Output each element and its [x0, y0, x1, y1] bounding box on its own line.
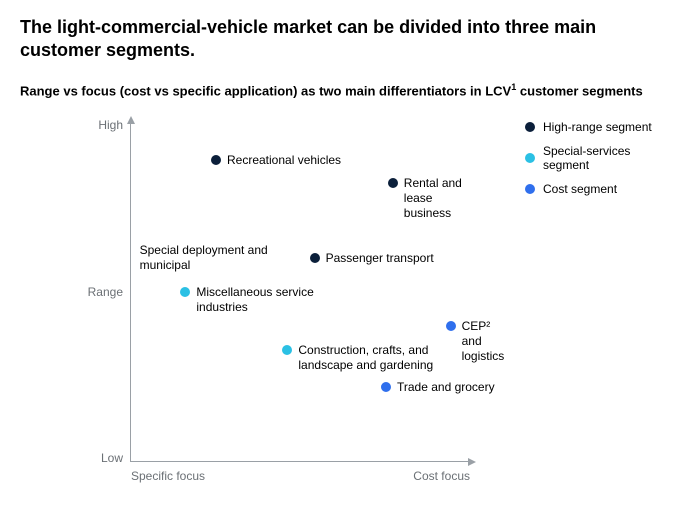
data-point-marker [282, 345, 292, 355]
data-point-label: Construction, crafts, and landscape and … [298, 343, 458, 373]
subtitle-post: customer segments [516, 83, 642, 98]
data-point: Miscellaneous service industries [180, 285, 356, 315]
x-axis-arrow-icon [468, 458, 476, 466]
subtitle-pre: Range vs focus (cost vs specific applica… [20, 83, 511, 98]
legend-marker [525, 184, 535, 194]
data-point-marker [211, 155, 221, 165]
legend-item: Cost segment [525, 182, 670, 196]
data-point-marker [388, 178, 398, 188]
page-title: The light-commercial-vehicle market can … [20, 16, 670, 63]
legend-label: High-range segment [543, 120, 652, 134]
data-point-label: Passenger transport [326, 251, 434, 266]
scatter-chart: High Range Low Specific focus Cost focus… [20, 112, 670, 492]
legend-item: Special-services segment [525, 144, 670, 172]
data-point-label: Trade and grocery [397, 380, 495, 395]
legend-label: Special-services segment [543, 144, 670, 172]
legend-item: High-range segment [525, 120, 670, 134]
legend-marker [525, 153, 535, 163]
data-point: Construction, crafts, and landscape and … [282, 343, 458, 373]
x-axis-right-label: Cost focus [413, 469, 470, 483]
data-point-label: Special deployment and municipal [140, 243, 270, 273]
data-point-marker [180, 287, 190, 297]
data-point-label: CEP² and logistics [462, 319, 505, 364]
legend-marker [525, 122, 535, 132]
data-point-marker [446, 321, 456, 331]
data-point: Passenger transport [310, 251, 434, 266]
data-point: Trade and grocery [381, 380, 495, 395]
data-point-label: Recreational vehicles [227, 153, 341, 168]
y-axis-high-label: High [98, 118, 123, 132]
data-point-marker [381, 382, 391, 392]
data-point-marker [310, 253, 320, 263]
data-point: Rental and lease business [388, 176, 470, 221]
chart-subtitle: Range vs focus (cost vs specific applica… [20, 81, 670, 101]
legend: High-range segment Special-services segme… [525, 120, 670, 206]
plot-area: High Range Low Specific focus Cost focus… [130, 122, 470, 462]
x-axis-left-label: Specific focus [131, 469, 205, 483]
y-axis-arrow-icon [127, 116, 135, 124]
data-point-label: Miscellaneous service industries [196, 285, 356, 315]
data-point-label: Rental and lease business [404, 176, 470, 221]
legend-label: Cost segment [543, 182, 617, 196]
y-axis-title: Range [88, 285, 123, 299]
data-point: Recreational vehicles [211, 153, 341, 168]
y-axis-low-label: Low [101, 451, 123, 465]
